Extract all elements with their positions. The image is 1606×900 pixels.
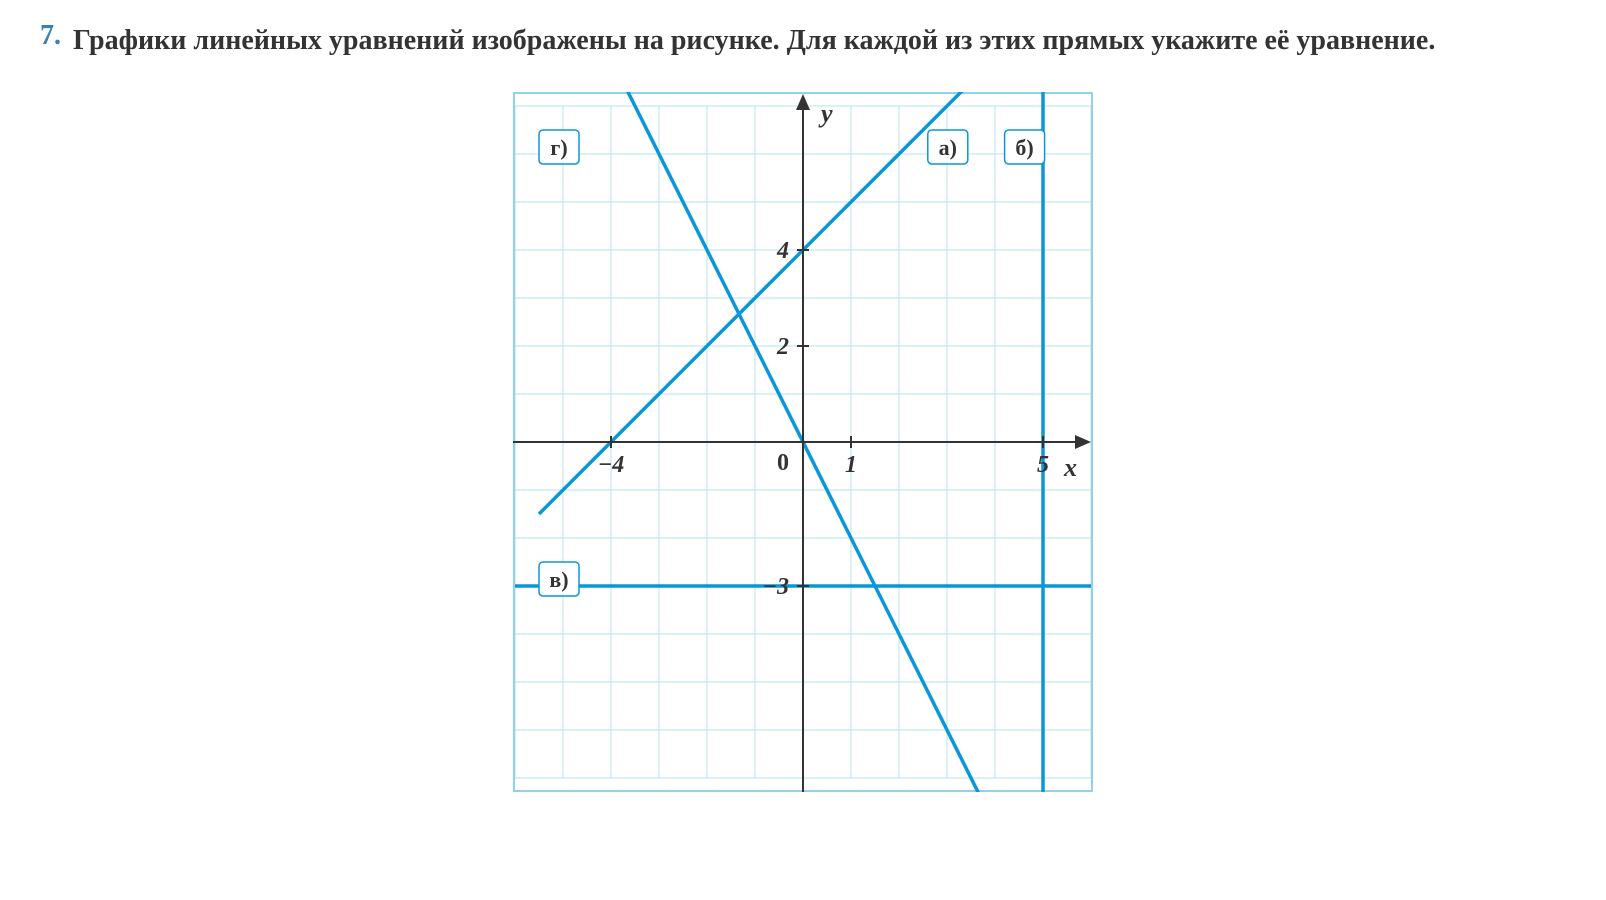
chart: −4 1 5 2 4 −3 0 x y а) б) в) г) [513,92,1093,792]
svg-text:б): б) [1015,135,1033,160]
problem-number: 7. [40,20,61,52]
svg-text:а): а) [939,135,957,160]
svg-text:5: 5 [1037,452,1049,478]
svg-text:y: y [818,99,833,128]
svg-text:x: x [1063,453,1077,482]
svg-text:−3: −3 [762,574,789,600]
problem-header: 7. Графики линейных уравнений изображены… [40,20,1566,62]
chart-svg: −4 1 5 2 4 −3 0 x y а) б) в) г) [513,92,1093,792]
problem-text: Графики линейных уравнений изображены на… [73,20,1566,62]
svg-text:2: 2 [776,334,789,360]
svg-text:в): в) [549,567,568,592]
svg-text:4: 4 [776,238,789,264]
svg-text:г): г) [550,135,567,160]
svg-text:1: 1 [845,452,857,478]
svg-text:−4: −4 [598,452,625,478]
chart-container: −4 1 5 2 4 −3 0 x y а) б) в) г) [40,92,1566,792]
svg-text:0: 0 [777,450,789,476]
